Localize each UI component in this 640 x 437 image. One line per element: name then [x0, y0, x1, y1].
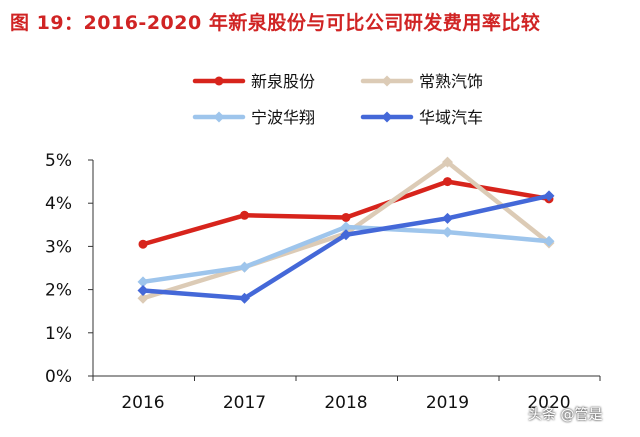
x-tick-label: 2020 [527, 393, 570, 413]
y-tick-label: 5% [45, 151, 72, 171]
data-point [442, 156, 453, 168]
x-tick-label: 2019 [426, 393, 469, 413]
watermark-text: 头条 @管是 [528, 407, 603, 423]
legend-label: 新泉股份 [251, 72, 315, 91]
y-tick-label: 0% [45, 367, 72, 387]
y-tick-label: 4% [45, 194, 72, 214]
legend-label: 常熟汽饰 [419, 72, 483, 91]
data-point [340, 229, 352, 241]
data-point [443, 177, 452, 187]
x-tick-label: 2017 [223, 393, 266, 413]
y-tick-label: 3% [45, 237, 72, 257]
data-point [137, 276, 149, 288]
y-tick-label: 2% [45, 281, 72, 301]
legend-label: 宁波华翔 [251, 108, 315, 127]
data-point [442, 226, 453, 238]
data-point [442, 212, 453, 224]
x-tick-label: 2018 [324, 393, 367, 413]
data-point [341, 212, 351, 222]
legend-marker [214, 76, 224, 86]
data-point [138, 239, 148, 249]
legend-label: 华域汽车 [419, 108, 483, 127]
data-point [543, 190, 555, 202]
data-point [240, 210, 249, 220]
data-point [239, 261, 250, 273]
data-point [137, 292, 149, 304]
data-point [543, 235, 555, 247]
data-point [239, 292, 250, 304]
legend-marker [213, 111, 225, 123]
data-point [340, 221, 352, 233]
chart-title: 图 19：2016-2020 年新泉股份与可比公司研发费用率比较 [10, 12, 541, 34]
legend-marker [381, 75, 393, 87]
legend-marker [381, 111, 393, 123]
y-tick-label: 1% [45, 324, 72, 344]
x-tick-label: 2016 [121, 393, 164, 413]
series-line [140, 193, 552, 301]
data-point [137, 284, 149, 296]
